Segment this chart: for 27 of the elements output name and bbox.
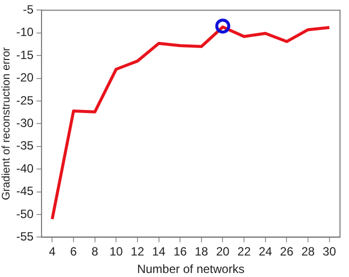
x-axis-title: Number of networks [137, 262, 244, 276]
x-tick-label: 6 [70, 244, 78, 259]
y-tick-label: -50 [16, 206, 34, 221]
y-tick-label: -40 [16, 161, 34, 176]
y-tick-label: -55 [16, 230, 34, 244]
x-tick-label: 20 [216, 244, 230, 259]
y-tick-label: -35 [16, 138, 34, 153]
y-tick-label: -30 [16, 116, 34, 130]
x-tick-label: 4 [48, 244, 56, 259]
y-tick-label: -25 [16, 93, 34, 108]
y-tick-label: -15 [16, 48, 34, 62]
x-tick-label: 30 [322, 244, 336, 259]
y-tick-label: -10 [16, 25, 34, 40]
y-axis-title: Gradient of reconstruction error [0, 46, 13, 200]
x-tick-label: 24 [258, 244, 272, 259]
x-tick-label: 18 [194, 244, 208, 259]
x-tick-label: 14 [152, 244, 166, 259]
y-tick-label: -5 [22, 2, 34, 17]
y-tick-label: -45 [16, 184, 34, 198]
x-tick-label: 12 [130, 244, 144, 259]
y-tick-label: -20 [16, 70, 34, 85]
x-tick-label: 26 [280, 244, 294, 259]
x-tick-label: 28 [301, 244, 316, 259]
x-tick-label: 8 [91, 244, 98, 259]
x-tick-label: 10 [109, 244, 124, 259]
x-tick-label: 22 [237, 244, 252, 259]
x-tick-label: 16 [173, 244, 188, 259]
